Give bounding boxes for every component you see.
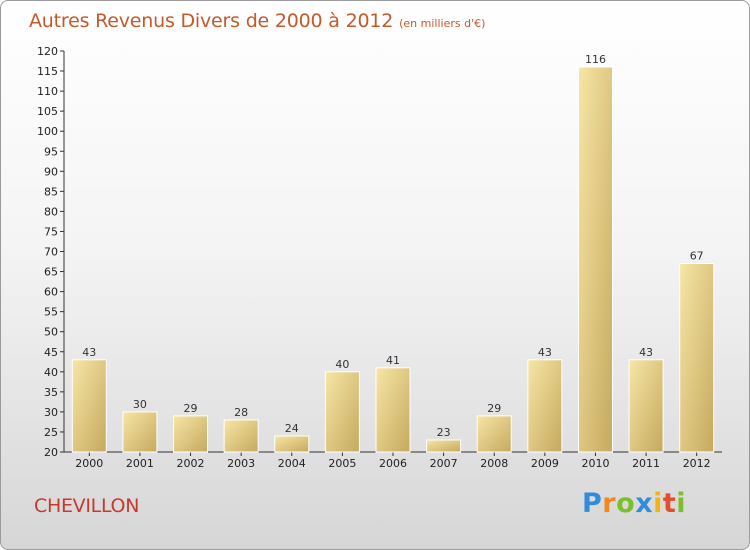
x-tick-label: 2007 bbox=[430, 457, 458, 470]
y-tick-label: 75 bbox=[44, 225, 58, 238]
y-tick-label: 95 bbox=[44, 145, 58, 158]
y-tick-label: 110 bbox=[37, 85, 58, 98]
x-tick-label: 2012 bbox=[683, 457, 711, 470]
bar-value-label: 24 bbox=[285, 422, 299, 435]
y-tick-label: 45 bbox=[44, 346, 58, 359]
bar-value-label: 28 bbox=[234, 406, 248, 419]
y-tick-label: 60 bbox=[44, 286, 58, 299]
bar-value-label: 23 bbox=[437, 426, 451, 439]
y-axis: 20 25 30 35 40 45 50 55 60 65 70 75 80 85 90 95 100 105 11… bbox=[37, 45, 65, 459]
bar bbox=[324, 371, 360, 453]
y-tick-label: 20 bbox=[44, 446, 58, 459]
y-tick-label: 65 bbox=[44, 266, 58, 279]
bar bbox=[679, 263, 715, 453]
bar bbox=[173, 415, 209, 453]
y-tick-label: 55 bbox=[44, 306, 58, 319]
x-tick-label: 2009 bbox=[531, 457, 559, 470]
x-tick-label: 2008 bbox=[480, 457, 508, 470]
bar bbox=[274, 435, 310, 453]
bar-value-label: 116 bbox=[585, 53, 606, 66]
x-tick-label: 2000 bbox=[75, 457, 103, 470]
x-tick-label: 2006 bbox=[379, 457, 407, 470]
bar-value-label: 43 bbox=[538, 346, 552, 359]
y-tick-label: 105 bbox=[37, 105, 58, 118]
bar bbox=[426, 439, 462, 453]
x-tick-label: 2001 bbox=[126, 457, 154, 470]
y-tick-label: 85 bbox=[44, 185, 58, 198]
x-tick-label: 2011 bbox=[632, 457, 660, 470]
x-tick-label: 2003 bbox=[227, 457, 255, 470]
bar-value-label: 41 bbox=[386, 354, 400, 367]
bar bbox=[628, 359, 664, 453]
bar bbox=[476, 415, 512, 453]
bar-value-label: 43 bbox=[639, 346, 653, 359]
y-tick-label: 120 bbox=[37, 45, 58, 58]
proxiti-logo[interactable]: Proxiti bbox=[582, 488, 687, 519]
chart-title-main: Autres Revenus Divers de 2000 à 2012 bbox=[29, 10, 394, 32]
y-tick-label: 70 bbox=[44, 246, 58, 259]
y-tick-label: 40 bbox=[44, 366, 58, 379]
x-tick-label: 2004 bbox=[278, 457, 306, 470]
y-tick-label: 90 bbox=[44, 165, 58, 178]
chart-title-unit: (en milliers d'€) bbox=[399, 17, 486, 30]
bar bbox=[122, 411, 158, 453]
bar-value-label: 67 bbox=[690, 250, 704, 263]
y-tick-label: 50 bbox=[44, 326, 58, 339]
bar-value-label: 29 bbox=[184, 402, 198, 415]
bar bbox=[577, 66, 613, 453]
town-name: CHEVILLON bbox=[34, 495, 140, 517]
bar-value-label: 43 bbox=[82, 346, 96, 359]
y-tick-label: 80 bbox=[44, 205, 58, 218]
x-axis: 2000 2001 2002 2003 2004 2005 2006 2007 2008 2009… bbox=[64, 451, 722, 470]
y-tick-label: 25 bbox=[44, 426, 58, 439]
bar bbox=[223, 419, 259, 453]
bars: 43 30 29 28 24 40 41 23 29 43 116 43 67 bbox=[71, 53, 715, 453]
bar bbox=[71, 359, 107, 453]
x-tick-label: 2010 bbox=[581, 457, 609, 470]
y-tick-label: 115 bbox=[37, 65, 58, 78]
y-tick-label: 35 bbox=[44, 386, 58, 399]
bar bbox=[375, 367, 411, 453]
bar-value-label: 29 bbox=[487, 402, 501, 415]
y-tick-label: 100 bbox=[37, 125, 58, 138]
bar-value-label: 30 bbox=[133, 398, 147, 411]
x-tick-label: 2005 bbox=[328, 457, 356, 470]
y-tick-label: 30 bbox=[44, 406, 58, 419]
chart-title: Autres Revenus Divers de 2000 à 2012 (en … bbox=[29, 10, 485, 32]
x-tick-label: 2002 bbox=[177, 457, 205, 470]
bar-value-label: 40 bbox=[335, 358, 349, 371]
bar bbox=[527, 359, 563, 453]
